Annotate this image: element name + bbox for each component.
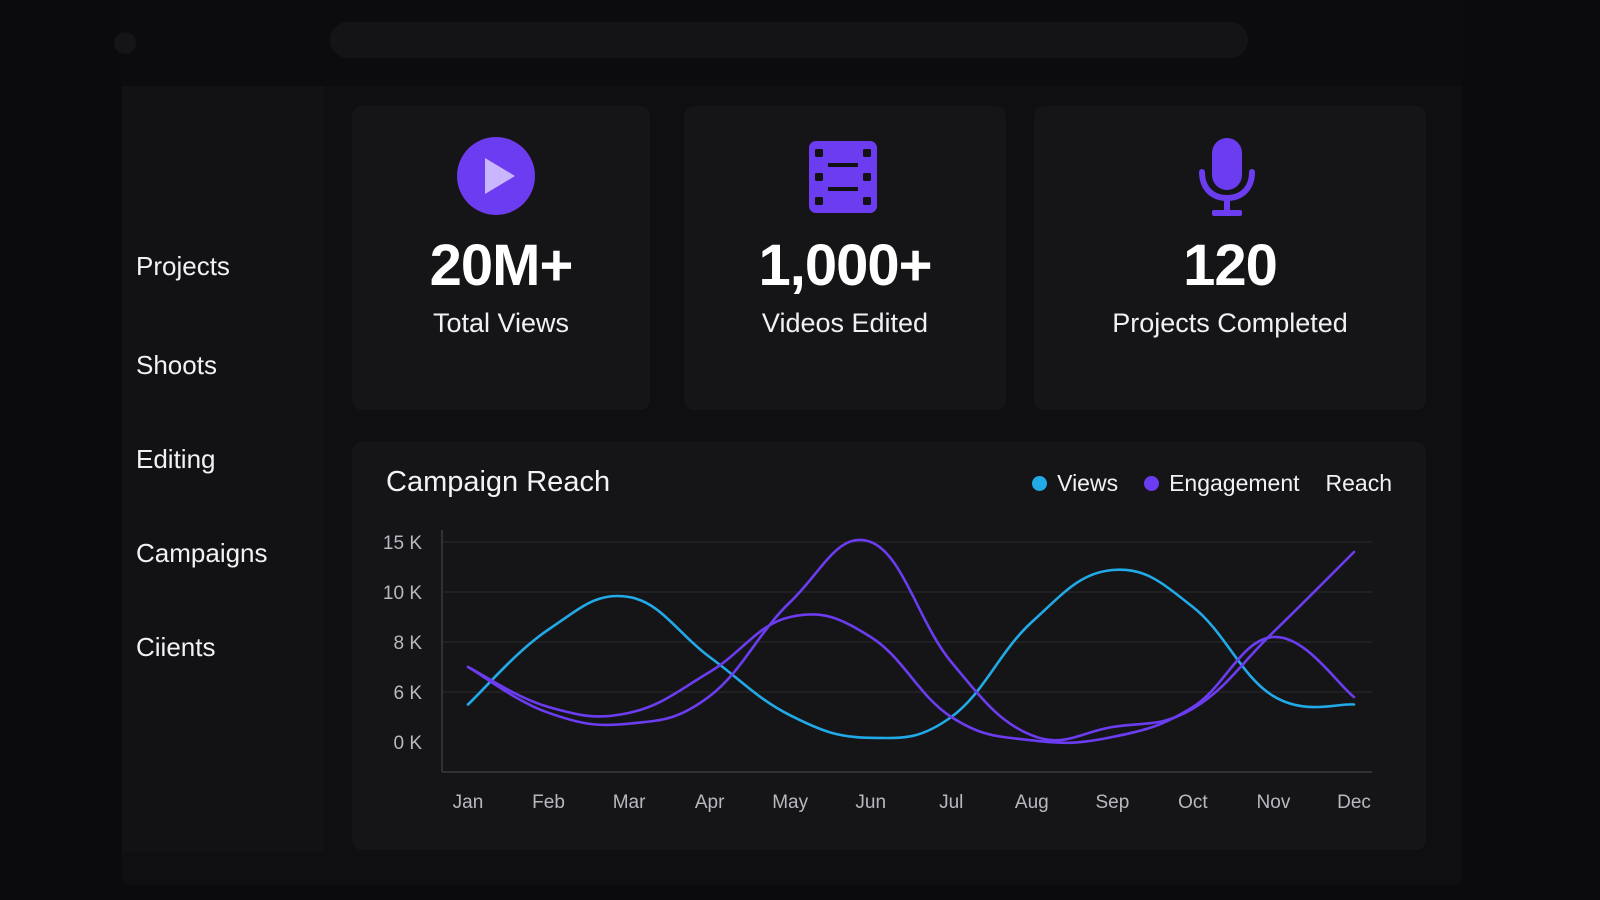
campaign-reach-chart: Campaign Reach Views Engagement Reach 0 … [352, 442, 1426, 850]
legend-item-reach[interactable]: Reach [1326, 470, 1392, 497]
microphone-icon [1199, 138, 1255, 216]
x-tick-label: May [772, 792, 808, 813]
x-tick-label: Nov [1257, 792, 1291, 813]
series-line-engagement [466, 538, 1356, 742]
x-tick-label: Aug [1015, 792, 1049, 813]
legend-item-views[interactable]: Views [1032, 470, 1118, 497]
stat-card-videos-edited: 1,000+ Videos Edited [684, 106, 1006, 410]
legend-marker [1144, 476, 1160, 491]
y-tick-label: 0 K [393, 733, 422, 754]
play-icon [457, 137, 535, 215]
sidebar-item-shoots[interactable]: Shoots [136, 350, 217, 380]
stat-label: Projects Completed [1112, 308, 1348, 338]
stat-value: 1,000+ [758, 233, 932, 298]
stat-card-total-views: 20M+ Total Views [352, 106, 650, 410]
stat-card-projects-completed: 120 Projects Completed [1034, 106, 1426, 410]
sidebar-item-editing[interactable]: Editing [136, 444, 216, 474]
y-tick-label: 15 K [383, 533, 422, 554]
y-tick-label: 10 K [383, 583, 422, 604]
search-bar[interactable] [330, 22, 1248, 58]
sidebar-item-campaigns[interactable]: Campaigns [136, 538, 268, 568]
chart-title: Campaign Reach [386, 466, 611, 498]
stat-value: 120 [1183, 233, 1278, 298]
x-tick-label: Apr [695, 792, 725, 813]
legend-label: Engagement [1169, 470, 1300, 496]
legend-item-engagement[interactable]: Engagement [1144, 470, 1300, 497]
x-tick-label: Jan [453, 792, 484, 813]
line-chart: 0 K 6 K 8 K 10 K 15 K Jan Feb Mar Apr May Jun Jul Au… [383, 530, 1372, 813]
x-tick-label: Jul [939, 792, 963, 813]
legend-label: Views [1057, 470, 1119, 496]
stat-value: 20M+ [429, 233, 574, 298]
x-tick-label: Dec [1337, 792, 1371, 813]
series-line-series-3 [466, 613, 1356, 745]
y-tick-label: 8 K [393, 633, 422, 654]
app-window: Projects Shoots Editing Campaigns Ciient… [114, 0, 1462, 885]
chart-legend: Views Engagement Reach [1032, 470, 1392, 497]
series-line-views [466, 568, 1356, 740]
x-tick-label: Mar [613, 792, 646, 813]
sidebar-item-clients[interactable]: Ciients [136, 632, 216, 662]
x-tick-label: Sep [1095, 792, 1129, 813]
x-tick-label: Jun [855, 792, 886, 813]
y-tick-label: 6 K [393, 683, 422, 704]
legend-label: Reach [1325, 470, 1392, 496]
menu-dot[interactable] [114, 32, 136, 54]
top-bar [114, 0, 1462, 86]
legend-marker [1032, 476, 1048, 491]
stat-label: Total Views [432, 308, 570, 338]
sidebar-item-projects[interactable]: Projects [136, 251, 230, 281]
stat-label: Videos Edited [761, 308, 929, 338]
x-tick-label: Feb [532, 792, 565, 813]
sidebar: Projects Shoots Editing Campaigns Ciient… [122, 86, 324, 852]
x-tick-label: Oct [1178, 792, 1208, 813]
film-icon [809, 141, 877, 213]
